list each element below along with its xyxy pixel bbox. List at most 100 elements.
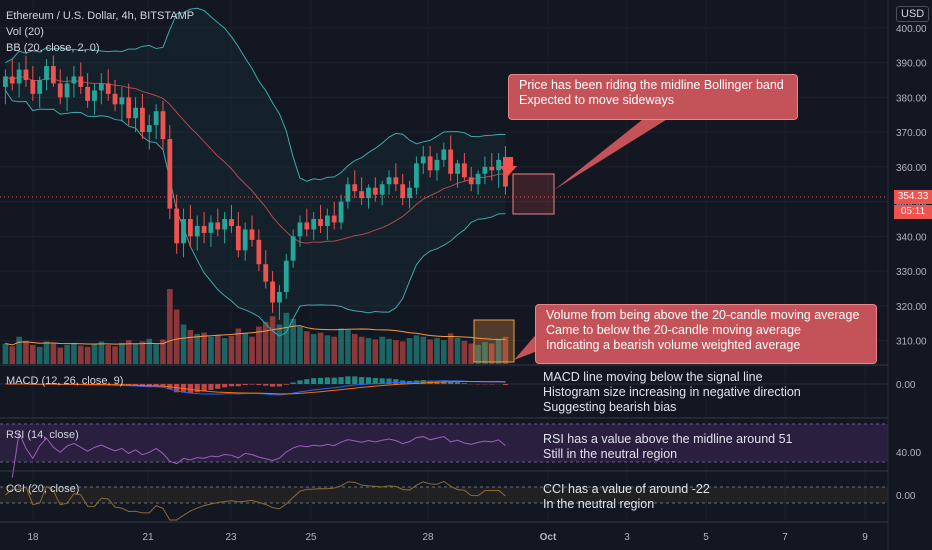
volume-bar [386, 338, 392, 364]
volume-bar [77, 345, 84, 364]
time-tick-label: 28 [422, 532, 434, 543]
candle-body [140, 107, 145, 133]
volume-bar [91, 344, 98, 364]
candle-body [222, 219, 228, 230]
volume-callout-line2: Came to below the 20-candle moving avera… [546, 323, 802, 337]
bollinger-callout-line1: Price has been riding the midline Bollin… [519, 78, 784, 92]
bollinger-lower [5, 90, 506, 337]
macd-note-line2: Histogram size increasing in negative di… [543, 385, 801, 399]
rsi-pane [0, 423, 888, 478]
bollinger-callout-line2: Expected to move sideways [519, 93, 674, 107]
volume-bar [23, 340, 29, 364]
cci-band [0, 487, 888, 503]
price-tick-label: 340.00 [896, 232, 927, 243]
candle-body [366, 187, 371, 199]
volume-bar [153, 344, 159, 364]
volume-bar [146, 338, 153, 364]
time-tick-label: 5 [703, 532, 709, 543]
price-tick-label: 360.00 [896, 163, 927, 174]
cci-note-line1: CCI has a value of around -22 [543, 482, 710, 496]
candle-body [455, 163, 460, 174]
volume-bar [57, 347, 64, 364]
candle-body [153, 111, 159, 126]
volume-bar [43, 341, 50, 364]
candle-body [167, 139, 173, 209]
candle-body [448, 149, 454, 174]
candle-body [311, 219, 317, 230]
candle-body [9, 76, 15, 84]
volume-bar [221, 338, 228, 364]
candle-body [475, 173, 481, 185]
candle-body [489, 166, 495, 171]
volume-bar [132, 343, 139, 364]
time-tick-label: Oct [540, 532, 557, 543]
volume-bar [201, 332, 207, 364]
volume-bar [187, 329, 194, 364]
volume-bar [269, 316, 276, 364]
volume-bar [2, 343, 9, 364]
volume-callout-line3: Indicating a bearish volume weighted ave… [546, 338, 801, 352]
candle-body [379, 184, 385, 195]
volume-bar [249, 336, 255, 364]
bollinger-basis [5, 75, 506, 244]
volume-bar [105, 344, 111, 364]
volume-bar [372, 339, 379, 364]
macd-histogram-bar [304, 379, 310, 384]
price-box [512, 173, 555, 215]
time-tick-label: 25 [305, 532, 317, 543]
volume-bar [9, 346, 16, 364]
rsi-note-line2: Still in the neutral region [543, 447, 678, 461]
candle-body [304, 222, 310, 230]
candle-body [119, 97, 125, 105]
macd-note-line3: Suggesting bearish bias [543, 400, 677, 414]
macd-histogram-bar [174, 384, 180, 393]
volume-bar [420, 336, 427, 364]
price-tick-label: 400.00 [896, 24, 927, 35]
volume-callout-pointer [514, 330, 540, 360]
volume-bar [84, 346, 91, 364]
rsi-axis-value: 40.00 [896, 448, 921, 459]
cci-pane [0, 480, 888, 521]
macd-histogram-bar [372, 378, 378, 384]
volume-bar [441, 340, 447, 364]
macd-histogram-bar [448, 381, 454, 384]
volume-bar [345, 329, 351, 364]
candle-body [112, 93, 118, 105]
candle-body [50, 66, 56, 84]
macd-histogram-bar [153, 384, 159, 386]
candle-body [57, 83, 63, 98]
candle-body [263, 264, 269, 282]
volume-bar [468, 343, 475, 364]
candle-body [229, 219, 234, 226]
candle-body [215, 222, 221, 230]
candle-body [324, 215, 330, 226]
macd-histogram-bar [249, 384, 255, 385]
bollinger-callout: Price has been riding the midline Bollin… [508, 74, 798, 120]
candle-body [372, 187, 378, 195]
macd-histogram-bar [290, 382, 296, 384]
volume-bar [393, 340, 399, 364]
macd-histogram-bar [283, 384, 289, 385]
volume-bar [180, 324, 187, 364]
macd-histogram-bar [160, 384, 166, 387]
time-tick-label: 3 [624, 532, 630, 543]
bollinger-legend: BB (20, close, 2, 0) [6, 42, 100, 54]
candle-body [146, 125, 152, 133]
candles [3, 55, 508, 320]
macd-histogram-bar [324, 377, 330, 384]
price-tick-label: 320.00 [896, 302, 927, 313]
volume-bar [36, 346, 43, 364]
time-tick-label: 23 [225, 532, 237, 543]
bollinger-lines [5, 7, 506, 337]
currency-selector[interactable]: USD [896, 6, 930, 22]
volume-bar [475, 344, 481, 364]
candle-body [400, 184, 406, 199]
volume-bar [160, 339, 166, 364]
volume-bar [379, 336, 385, 364]
macd-histogram-bar [386, 378, 392, 384]
macd-histogram-bar [208, 384, 214, 390]
bar-countdown: 05:11 [894, 205, 932, 219]
macd-note-line1: MACD line moving below the signal line [543, 370, 763, 384]
volume-bar [290, 319, 296, 364]
